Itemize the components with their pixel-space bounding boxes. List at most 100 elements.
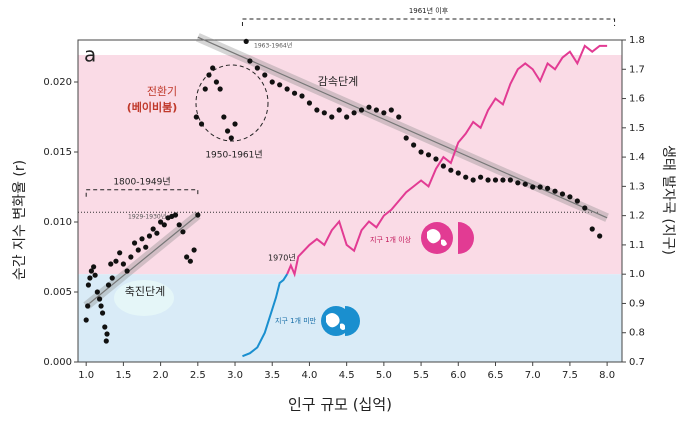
x-axis-label: 인구 규모 (십억)	[288, 396, 392, 414]
x-tick-label: 5.0	[376, 370, 392, 381]
data-point	[117, 250, 123, 256]
x-tick-label: 5.5	[413, 370, 429, 381]
data-point	[448, 167, 454, 173]
bracket-label: 1800-1949년	[113, 176, 170, 187]
data-point	[559, 191, 566, 197]
data-point	[336, 107, 342, 113]
data-point	[314, 107, 320, 113]
data-point	[191, 247, 197, 253]
data-point	[597, 233, 603, 239]
annotation: 축진단계	[125, 285, 165, 298]
data-point	[150, 226, 156, 232]
plot-frame	[77, 39, 623, 363]
data-point	[537, 184, 543, 190]
y-tick-label: 0.015	[43, 147, 72, 158]
data-point	[143, 244, 149, 250]
x-tick-label: 6.0	[450, 370, 466, 381]
annotation: (베이비붐)	[127, 100, 178, 114]
data-point	[99, 310, 106, 316]
data-point	[500, 177, 506, 183]
data-point	[440, 163, 446, 169]
y2-tick-label: 1.3	[629, 181, 645, 192]
data-point	[515, 180, 521, 186]
highlight-blob	[114, 280, 174, 316]
band-above	[78, 55, 622, 275]
data-point	[104, 331, 110, 337]
data-point	[358, 107, 365, 113]
data-point	[206, 72, 212, 78]
data-point	[187, 258, 193, 264]
data-point	[411, 142, 417, 148]
data-point	[228, 135, 234, 141]
y2-tick-label: 1.5	[629, 123, 645, 134]
data-point	[113, 258, 119, 264]
data-point	[470, 177, 476, 183]
data-point	[403, 135, 409, 141]
annotation: 전환기	[147, 85, 177, 98]
data-point	[262, 72, 268, 78]
data-point	[180, 229, 186, 235]
data-point	[120, 261, 126, 267]
x-tick-label: 2.5	[190, 370, 206, 381]
data-point	[88, 268, 94, 274]
data-point	[146, 233, 153, 239]
data-point	[463, 174, 469, 180]
y2-tick-label: 0.9	[629, 298, 645, 309]
data-point	[224, 128, 231, 134]
x-tick-label: 6.5	[488, 370, 504, 381]
annotation: 1970년	[268, 253, 296, 263]
globe-icon	[421, 222, 474, 254]
data-point	[135, 247, 141, 253]
data-point	[158, 219, 164, 225]
data-point	[284, 86, 290, 92]
data-point	[85, 303, 91, 309]
y2-axis-label: 생태 발자국 (지구)	[660, 145, 676, 255]
data-point	[87, 275, 93, 281]
data-point	[433, 156, 439, 162]
data-point	[195, 212, 201, 218]
data-point	[83, 317, 89, 323]
y2-tick-label: 1.6	[629, 94, 645, 105]
data-point	[109, 275, 115, 281]
y-axis-label: 순간 지수 변화율 (r)	[12, 160, 28, 280]
data-point	[128, 254, 134, 260]
data-point	[221, 114, 227, 120]
data-point	[269, 79, 275, 85]
data-point	[91, 264, 97, 270]
x-tick-label: 4.5	[339, 370, 355, 381]
data-point	[291, 90, 298, 96]
x-tick-label: 1.0	[78, 370, 94, 381]
highlight-circle	[195, 64, 269, 142]
data-point	[98, 303, 104, 309]
annotation: 지구 1개 미만	[275, 316, 317, 325]
y2-tick-label: 1.7	[629, 64, 645, 75]
data-point	[522, 181, 528, 187]
y-tick-label: 0.000	[43, 357, 72, 368]
data-point	[247, 58, 253, 64]
x-tick-label: 3.0	[227, 370, 243, 381]
data-point	[217, 86, 223, 92]
y-tick-label: 0.020	[43, 77, 72, 88]
data-point	[96, 296, 103, 302]
data-point	[92, 272, 98, 278]
data-point	[108, 261, 114, 267]
annotation: 1963-1964년	[254, 42, 292, 50]
data-point	[567, 194, 573, 200]
y2-tick-label: 1.8	[629, 35, 645, 46]
y-tick-label: 0.010	[43, 217, 72, 228]
data-point	[589, 226, 595, 232]
annotation: 지구 1개 이상	[370, 235, 412, 244]
x-tick-label: 4.0	[301, 370, 317, 381]
bracket	[241, 18, 616, 26]
data-point	[243, 38, 249, 45]
data-point	[213, 79, 220, 85]
data-point	[193, 114, 199, 120]
data-point	[373, 107, 380, 113]
data-point	[492, 177, 499, 183]
x-tick-label: 1.5	[115, 370, 131, 381]
x-tick-label: 7.0	[525, 370, 541, 381]
x-tick-label: 7.5	[562, 370, 578, 381]
data-point	[102, 324, 108, 330]
data-point	[161, 222, 167, 228]
